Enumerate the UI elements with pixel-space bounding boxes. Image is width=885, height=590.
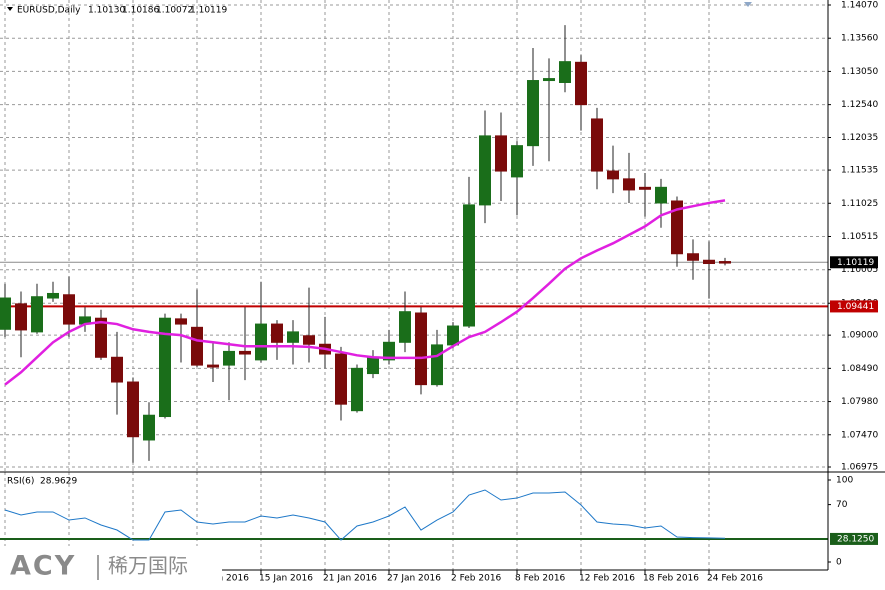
candle-body: [239, 350, 251, 355]
candle-body: [399, 311, 411, 343]
rsi-current: 28.9629: [40, 477, 77, 487]
candle-body: [687, 253, 699, 261]
y-tick-label: 1.13560: [841, 34, 878, 44]
candle-body: [575, 61, 587, 106]
header-value: 1.10072: [156, 6, 193, 16]
symbol: EURUSD,Daily: [17, 6, 81, 16]
header-value: 1.10130: [88, 6, 125, 16]
watermark-sub: 稀万国际: [108, 554, 188, 578]
y-tick-label: 1.12540: [841, 100, 878, 110]
rsi-tick-label: 100: [836, 476, 853, 486]
candle-body: [31, 296, 43, 333]
x-tick-label: 24 Feb 2016: [707, 574, 763, 584]
candle-body: [0, 297, 11, 330]
indicator-title: RSI(6): [7, 477, 34, 487]
candle-body: [527, 80, 539, 147]
x-tick-label: 27 Jan 2016: [387, 574, 441, 584]
candle-body: [127, 381, 139, 438]
header-value: 1.10186: [122, 6, 159, 16]
candle-body: [207, 364, 219, 368]
candle-body: [223, 350, 235, 366]
header-arrow: [7, 7, 13, 11]
candle-body: [143, 414, 155, 441]
candle-body: [447, 325, 459, 346]
candle-body: [623, 178, 635, 191]
candle-body: [431, 344, 443, 386]
candle-body: [303, 335, 315, 345]
candle-body: [415, 312, 427, 386]
y-tick-label: 1.06975: [841, 463, 878, 473]
candle-body: [111, 356, 123, 383]
candle-body: [543, 78, 555, 82]
x-tick-label: 12 Feb 2016: [579, 574, 635, 584]
price-label-box: [830, 256, 878, 269]
y-tick-label: 1.11535: [841, 166, 878, 176]
candle-body: [607, 170, 619, 180]
shift-marker: [744, 2, 752, 7]
y-tick-label: 1.12035: [841, 133, 878, 143]
y-tick-label: 1.14070: [841, 1, 878, 11]
watermark-bg: [0, 546, 222, 590]
price-label: 1.10119: [837, 258, 874, 268]
y-tick-label: 1.11025: [841, 199, 878, 209]
rsi-tick-label: 70: [836, 500, 848, 510]
candle-body: [671, 200, 683, 255]
candle-body: [511, 145, 523, 178]
candle-body: [591, 118, 603, 172]
x-tick-label: 15 Jan 2016: [259, 574, 313, 584]
y-tick-label: 1.13050: [841, 67, 878, 77]
candle-body: [383, 341, 395, 361]
candle-body: [47, 292, 59, 299]
candle-body: [63, 294, 75, 325]
candle-body: [495, 135, 507, 172]
rsi-level-label: 28.1250: [837, 534, 874, 544]
x-tick-label: 21 Jan 2016: [323, 574, 377, 584]
candle-body: [559, 61, 571, 83]
y-tick-label: 1.07470: [841, 430, 878, 440]
candle-body: [191, 326, 203, 366]
price-label-box: [830, 300, 878, 313]
y-tick-label: 1.07980: [841, 397, 878, 407]
candle-body: [479, 135, 491, 206]
candle-body: [719, 261, 731, 264]
candle-body: [639, 186, 651, 190]
candle-body: [463, 204, 475, 327]
candle-body: [159, 317, 171, 418]
rsi-tick-label: 0: [836, 558, 842, 568]
x-tick-label: 2 Feb 2016: [451, 574, 502, 584]
rsi-line: [4, 489, 726, 541]
x-tick-label: 18 Feb 2016: [643, 574, 699, 584]
candle-body: [351, 367, 363, 412]
x-tick-label: 8 Feb 2016: [515, 574, 566, 584]
header-value: 1.10119: [190, 6, 227, 16]
candle-body: [703, 259, 715, 265]
candle-body: [335, 353, 347, 405]
candle-body: [255, 323, 267, 361]
y-tick-label: 1.09000: [841, 331, 878, 341]
x-tick-label: 11 Jan 2016: [195, 574, 249, 584]
price-label: 1.09441: [837, 302, 874, 312]
candle-body: [271, 323, 283, 343]
candle-body: [367, 356, 379, 375]
candle-body: [287, 331, 299, 343]
candle-body: [95, 317, 107, 358]
candle-body: [175, 318, 187, 325]
watermark: ACY 稀万国际: [0, 546, 222, 590]
watermark-brand: ACY: [10, 551, 76, 582]
y-tick-label: 1.10515: [841, 232, 878, 242]
rsi-level-box: [830, 532, 878, 545]
candle-body: [655, 186, 667, 204]
y-tick-label: 1.08490: [841, 364, 878, 374]
moving-average: [4, 199, 726, 386]
candle-body: [15, 303, 27, 331]
y-tick-label: 1.10005: [841, 265, 878, 275]
